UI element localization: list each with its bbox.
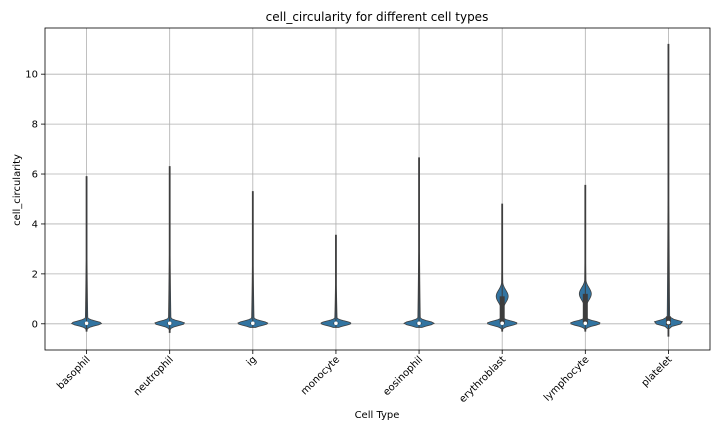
y-tick-label: 2: [32, 269, 38, 280]
y-tick-label: 8: [32, 120, 38, 131]
chart-title: cell_circularity for different cell type…: [266, 10, 489, 24]
y-axis-label: cell_circularity: [12, 154, 23, 226]
violin-median: [167, 321, 172, 326]
y-tick-label: 10: [25, 70, 38, 81]
axis-layer: 0 2 4 6 8 10 basophil neutrophil ig monocyte eosin…: [25, 27, 711, 405]
violin-median: [84, 321, 89, 326]
x-tick-label: lymphocyte: [542, 354, 591, 403]
violin-box: [499, 296, 505, 325]
y-tick-label: 4: [32, 219, 38, 230]
violin-median: [500, 321, 504, 326]
x-axis-label: Cell Type: [355, 410, 400, 421]
violin-median: [666, 320, 671, 325]
x-tick-label: erythroblast: [458, 354, 509, 405]
violin-median: [583, 321, 588, 326]
x-tick-label: neutrophil: [132, 354, 176, 398]
x-tick-label: basophil: [55, 354, 93, 392]
x-tick-label: monocyte: [299, 354, 342, 397]
x-tick-label: eosinophil: [381, 354, 425, 398]
violin-median: [251, 321, 255, 326]
violin-median: [334, 321, 338, 326]
violin-layer: [70, 43, 684, 337]
plot-frame: [44, 27, 711, 351]
grid-layer: [45, 28, 710, 350]
x-tick-label: platelet: [640, 354, 675, 389]
violin-median: [417, 321, 421, 326]
x-tick-label: ig: [245, 354, 259, 368]
violin-box: [665, 316, 671, 326]
y-tick-label: 6: [32, 170, 38, 181]
violin-box: [582, 293, 588, 325]
y-tick-label: 0: [32, 319, 38, 330]
